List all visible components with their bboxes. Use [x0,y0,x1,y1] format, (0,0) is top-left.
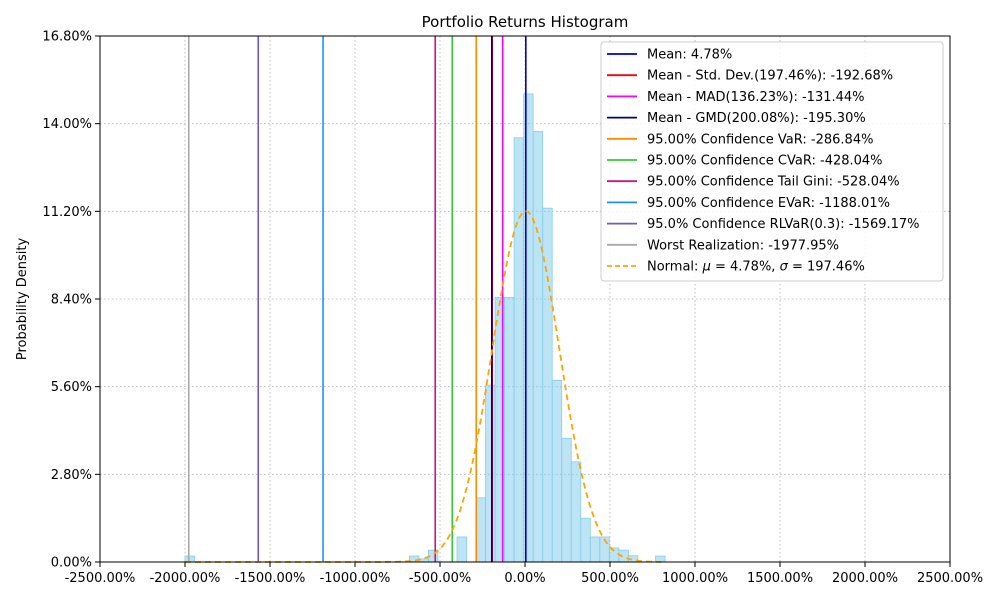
y-axis: 0.00% 2.80% 5.60% 8.40% 11.20% 14.00% 16.80% [42,30,100,571]
histogram-bar [504,297,515,563]
histogram-bar [456,536,467,563]
risk-measure-lines [187,36,527,562]
y-tick-label: 0.00% [51,556,92,571]
y-tick-label: 14.00% [42,117,92,132]
histogram-bar [532,131,544,563]
x-tick-label: 2000.00% [832,571,898,586]
legend-entry: 95.00% Confidence VaR: -286.84% [647,132,873,147]
legend-entry: 95.0% Confidence RLVaR(0.3): -1569.17% [647,217,920,232]
x-tick-label: 500.00% [581,571,639,586]
x-tick-label: -1000.00% [320,571,391,586]
legend-entry: Mean - MAD(136.23%): -131.44% [647,90,865,105]
y-tick-label: 8.40% [51,293,92,308]
x-tick-label: -2500.00% [65,571,136,586]
histogram-bar [570,461,582,563]
histogram-bar [551,380,563,563]
legend-entry: 95.00% Confidence EVaR: -1188.01% [647,196,890,211]
legend-entry: Mean - GMD(200.08%): -195.30% [647,111,866,126]
x-tick-label: -2000.00% [150,571,221,586]
histogram-bar [580,517,591,563]
histogram-bar [561,437,572,563]
x-tick-label: 1500.00% [747,571,813,586]
y-tick-label: 2.80% [51,468,92,483]
legend-entry: 95.00% Confidence CVaR: -428.04% [647,154,883,169]
x-axis: -2500.00% -2000.00% -1500.00% -1000.00% -500… [65,562,983,586]
histogram-bar [589,536,601,563]
histogram-bars [184,93,666,563]
legend-entry: Mean: 4.78% [647,48,732,63]
x-tick-label: -500.00% [409,571,472,586]
histogram-bar [475,497,486,563]
x-tick-label: -1500.00% [235,571,306,586]
chart-title: Portfolio Returns Histogram [422,13,629,31]
x-tick-label: 0.00% [504,571,545,586]
y-axis-label: Probability Density [15,238,30,361]
y-tick-label: 5.60% [51,380,92,395]
y-tick-label: 11.20% [42,205,92,220]
legend-entry: Mean - Std. Dev.(197.46%): -192.68% [647,69,893,84]
x-tick-label: 1000.00% [662,571,728,586]
y-tick-label: 16.80% [42,30,92,45]
x-tick-label: 2500.00% [917,571,983,586]
normal-distribution-curve [185,210,662,563]
histogram-bar [485,384,496,563]
legend: Mean: 4.78% Mean - Std. Dev.(197.46%): -1… [600,41,944,282]
histogram-bar [513,137,525,563]
legend-entry-normal: Normal: μ = 4.78%, σ = 197.46% [647,260,865,275]
legend-box [600,41,944,282]
legend-entry: 95.00% Confidence Tail Gini: -528.04% [647,175,900,190]
legend-entry: Worst Realization: -1977.95% [647,238,839,253]
